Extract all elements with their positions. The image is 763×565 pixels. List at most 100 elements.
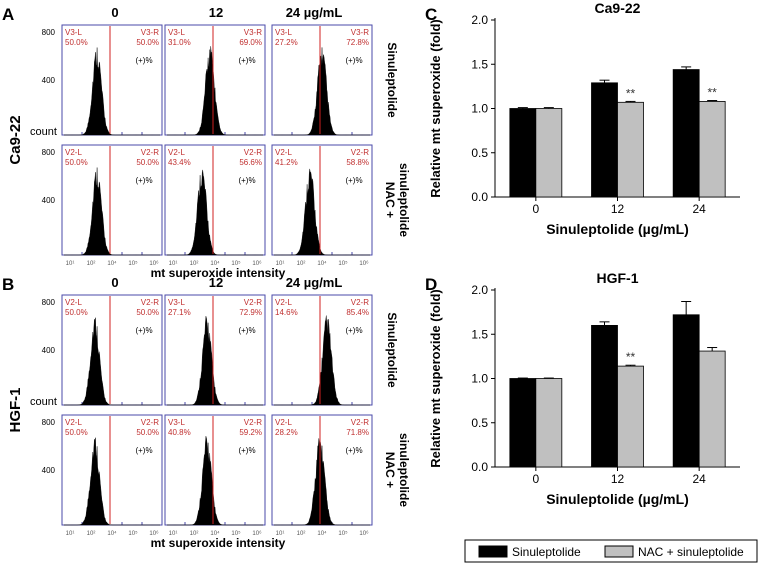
gate-right-value: 50.0% [136,158,159,167]
x-tick-label: 10⁴ [210,530,220,537]
gate-right-label: V2-R [141,298,159,307]
histogram-distribution [167,46,263,136]
histogram-distribution [274,168,370,256]
histogram-distribution [167,436,263,526]
gate-left-value: 14.6% [275,308,298,317]
histogram-distribution [64,317,160,406]
y-tick-label: 2.0 [471,13,488,27]
bar-sinuleptolide-12 [591,324,618,468]
gate-left-label: V3-L [65,28,82,37]
gate-left-value: 50.0% [65,428,88,437]
x-tick-label: 10⁶ [359,530,369,537]
histogram-frame [61,414,163,526]
histogram-distribution [64,167,160,256]
panel-letter-d: D [425,275,437,294]
x-tick-label: 10⁵ [338,260,348,267]
histogram-distribution [274,315,370,406]
positive-percent-label: (+)% [135,176,152,185]
bar-sinuleptolide-24 [672,314,700,468]
panel-letter-c: C [425,5,437,24]
bar-nac-24 [698,101,726,198]
gate-left-value: 31.0% [168,38,191,47]
gate-right-label: V2-R [244,418,262,427]
histogram-frame [164,414,266,526]
positive-percent-label: (+)% [135,446,152,455]
gate-right-label: V2-R [141,148,159,157]
y-tick-label: 0.0 [471,460,488,474]
histogram-frame [61,294,163,406]
y-tick-label: 1.5 [471,57,488,71]
gate-left-label: V3-L [168,418,185,427]
y-tick-label: 2.0 [471,283,488,297]
histogram-distribution [167,169,263,256]
x-axis-label: mt superoxide intensity [151,536,286,550]
dose-label: 12 [209,5,223,20]
gate-right-value: 69.0% [239,38,262,47]
x-tick-label: 10⁶ [149,530,159,537]
x-tick-label: 10² [87,261,96,267]
legend: Sinuleptolide NAC + sinuleptolide [464,539,758,563]
gate-right-value: 56.6% [239,158,262,167]
x-tick-label: 12 [611,202,625,216]
gate-left-value: 50.0% [65,308,88,317]
x-tick-label: 12 [611,472,625,486]
x-tick-label: 10² [190,261,199,267]
significance-marker: ** [626,86,636,100]
histogram-distribution [64,437,160,526]
gate-left-label: V2-L [65,298,82,307]
histogram-frame [271,144,373,256]
y-tick-label: 800 [42,148,56,157]
x-tick-label: 10¹ [276,261,285,267]
gate-left-value: 50.0% [65,38,88,47]
y-tick-label: 800 [42,28,56,37]
positive-percent-label: (+)% [238,326,255,335]
row-label-sinuleptolide: Sinuleptolide [385,42,399,118]
cell-line-label: Ca9-22 [7,115,24,164]
panel-letter-b: B [2,275,14,294]
x-tick-label: 10⁴ [210,260,220,267]
gate-left-label: V3-L [168,298,185,307]
gate-left-value: 43.4% [168,158,191,167]
histogram-frame [164,294,266,406]
histogram-distribution [167,316,263,406]
gate-left-value: 27.1% [168,308,191,317]
gate-right-label: V2-R [351,298,369,307]
gate-right-label: V3-R [141,28,159,37]
gate-right-label: V2-R [141,418,159,427]
y-tick-label: 400 [42,76,56,85]
gate-right-value: 58.8% [346,158,369,167]
positive-percent-label: (+)% [238,176,255,185]
gate-left-value: 27.2% [275,38,298,47]
bar-chart-hgf-1: HGF-1 0.0 0.5 1.0 1.5 2.0 Relative mt superoxi… [428,270,740,507]
gate-left-label: V2-L [275,418,292,427]
x-tick-label: 10² [297,261,306,267]
gate-right-value: 59.2% [239,428,262,437]
gate-left-label: V3-L [168,28,185,37]
x-tick-label: 10⁵ [338,530,348,537]
legend-label-nac: NAC + sinuleptolide [638,545,744,559]
significance-marker: ** [626,350,636,364]
x-tick-label: 10¹ [169,261,178,267]
x-tick-label: 10⁴ [317,260,327,267]
gate-right-value: 85.4% [346,308,369,317]
bar-nac-0 [535,378,563,468]
gate-left-value: 50.0% [65,158,88,167]
gate-right-value: 72.8% [346,38,369,47]
positive-percent-label: (+)% [238,446,255,455]
bar-nac-0 [535,108,563,198]
bar-nac-12 [617,365,644,468]
x-tick-label: 10⁴ [107,530,117,537]
dose-label: 0 [111,5,118,20]
gate-right-value: 50.0% [136,428,159,437]
x-tick-label: 10¹ [66,261,75,267]
gate-left-label: V2-L [65,148,82,157]
x-tick-label: 10¹ [169,531,178,537]
histogram-distribution [274,438,370,526]
row-label-sinuleptolide-2: sinuleptolide [397,163,411,237]
positive-percent-label: (+)% [345,446,362,455]
panel-letter-a: A [2,5,14,24]
x-tick-label: 10² [190,531,199,537]
x-axis-label: Sinuleptolide (µg/mL) [546,221,689,237]
legend-label-sinuleptolide: Sinuleptolide [512,545,581,559]
